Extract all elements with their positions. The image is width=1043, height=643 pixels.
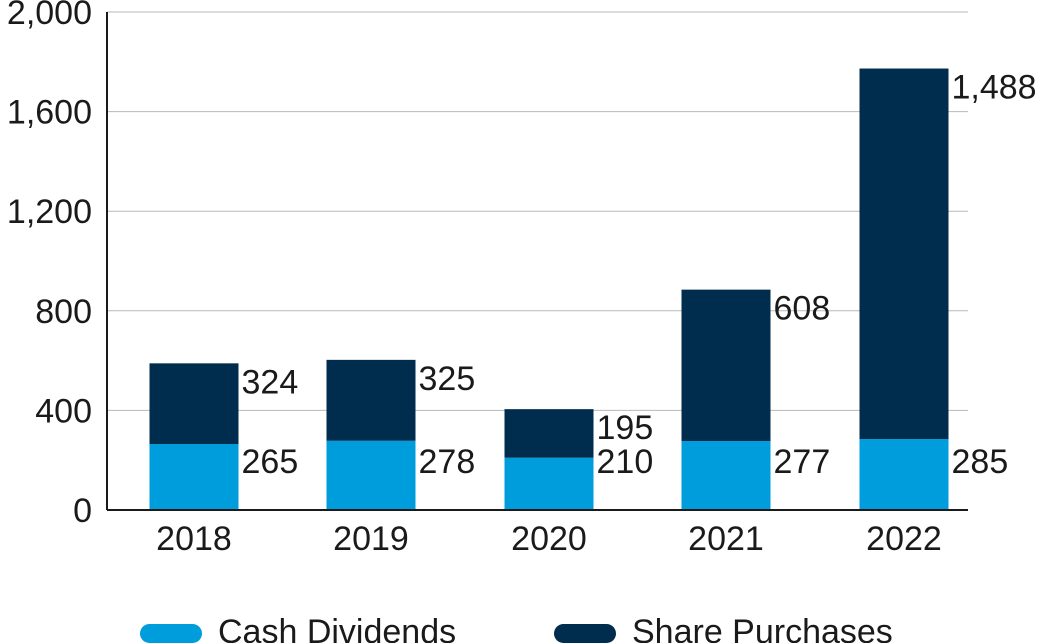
y-tick-label: 1,600 — [7, 94, 92, 132]
data-label-cash-dividends: 210 — [597, 443, 654, 481]
y-tick-label: 400 — [35, 392, 92, 430]
legend-swatch-share-purchases — [554, 624, 616, 643]
x-category-label: 2019 — [333, 520, 409, 558]
bar-cash-dividends-2018 — [149, 444, 239, 510]
y-tick-label: 1,200 — [7, 193, 92, 231]
data-label-cash-dividends: 265 — [242, 443, 299, 481]
y-tick-label: 800 — [35, 293, 92, 331]
bar-cash-dividends-2020 — [504, 457, 594, 510]
y-tick-label: 2,000 — [7, 0, 92, 32]
legend-label-share-purchases: Share Purchases — [632, 613, 893, 643]
x-category-label: 2021 — [688, 520, 764, 558]
data-label-share-purchases: 324 — [242, 363, 299, 401]
data-label-share-purchases: 608 — [774, 290, 831, 328]
bar-cash-dividends-2022 — [859, 439, 949, 510]
axes — [106, 12, 968, 511]
data-label-cash-dividends: 278 — [419, 443, 476, 481]
data-label-share-purchases: 195 — [597, 409, 654, 447]
legend-swatch-cash-dividends — [140, 624, 202, 643]
legend-label-cash-dividends: Cash Dividends — [218, 613, 456, 643]
x-category-label: 2018 — [156, 520, 232, 558]
gridlines — [107, 11, 968, 411]
bar-cash-dividends-2019 — [326, 440, 416, 510]
bars — [149, 68, 949, 510]
y-tick-labels: 0 400 800 1,200 1,600 2,000 — [7, 0, 92, 530]
legend: Cash Dividends Share Purchases — [140, 613, 893, 643]
x-category-label: 2020 — [511, 520, 587, 558]
bar-cash-dividends-2021 — [681, 441, 771, 510]
x-category-labels: 2018 2019 2020 2021 2022 — [156, 520, 942, 558]
bar-share-purchases-2018 — [149, 363, 239, 445]
x-category-label: 2022 — [866, 520, 942, 558]
y-tick-label: 0 — [73, 492, 92, 530]
data-label-share-purchases: 1,488 — [952, 69, 1037, 107]
data-label-cash-dividends: 277 — [774, 443, 831, 481]
bar-share-purchases-2019 — [326, 359, 416, 441]
bar-share-purchases-2020 — [504, 409, 594, 458]
bar-share-purchases-2021 — [681, 289, 771, 442]
data-label-cash-dividends: 285 — [952, 443, 1009, 481]
bar-share-purchases-2022 — [859, 68, 949, 440]
data-label-share-purchases: 325 — [419, 360, 476, 398]
